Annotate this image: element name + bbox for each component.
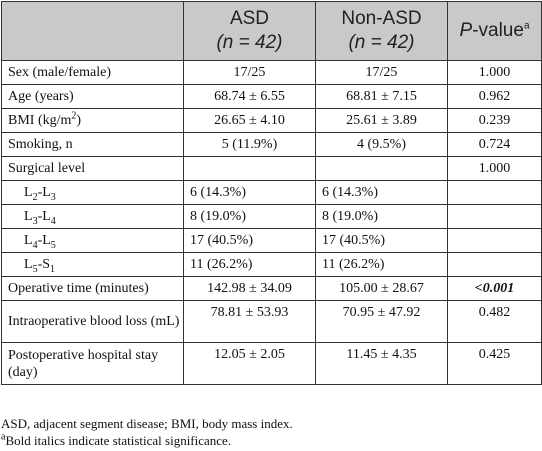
level-a: L	[24, 257, 33, 272]
asd-value: 26.65 ± 4.10	[183, 108, 316, 133]
table-row: Postoperative hospital stay (day) 12.05 …	[1, 342, 542, 385]
row-label: L5-S1	[1, 252, 184, 277]
non-asd-value: 70.95 ± 47.92	[315, 300, 448, 343]
non-asd-value: 17/25	[315, 60, 448, 85]
asd-value: 6 (14.3%)	[183, 180, 316, 205]
results-table: ASD (n = 42) Non-ASD (n = 42) P-valuea S…	[1, 1, 542, 385]
p-value	[447, 228, 542, 253]
table-row: L5-S1 11 (26.2%) 11 (26.2%)	[1, 252, 542, 277]
asd-value: 11 (26.2%)	[183, 252, 316, 277]
level-b-sub: 3	[50, 191, 56, 203]
non-asd-value: 68.81 ± 7.15	[315, 84, 448, 109]
asd-value: 8 (19.0%)	[183, 204, 316, 229]
header-non-asd: Non-ASD (n = 42)	[315, 1, 448, 61]
row-label: Sex (male/female)	[1, 60, 184, 85]
table-row: Surgical level 1.000	[1, 156, 542, 181]
row-label: Surgical level	[1, 156, 184, 181]
table-row: Age (years) 68.74 ± 6.55 68.81 ± 7.15 0.…	[1, 84, 542, 109]
header-asd: ASD (n = 42)	[183, 1, 316, 61]
footnote-text: Bold italics indicate statistical signif…	[5, 433, 232, 448]
header-p-sup: a	[523, 20, 530, 32]
p-value	[447, 180, 542, 205]
level-b-sub: 5	[50, 239, 56, 251]
p-value: 1.000	[447, 60, 542, 85]
row-label: Age (years)	[1, 84, 184, 109]
header-non-asd-n: (n = 42)	[348, 32, 415, 53]
p-value: 0.724	[447, 132, 542, 157]
asd-value: 142.98 ± 34.09	[183, 276, 316, 301]
footnote-abbreviations: ASD, adjacent segment disease; BMI, body…	[1, 416, 293, 431]
table-row: Intraoperative blood loss (mL) 78.81 ± 5…	[1, 300, 542, 343]
level-a: L	[24, 233, 33, 248]
p-value: 0.425	[447, 342, 542, 385]
level-a-sub: 2	[32, 191, 38, 203]
header-asd-label: ASD	[229, 8, 270, 29]
non-asd-value: 105.00 ± 28.67	[315, 276, 448, 301]
asd-value	[183, 156, 316, 181]
table-row: L4-L5 17 (40.5%) 17 (40.5%)	[1, 228, 542, 253]
non-asd-value: 17 (40.5%)	[315, 228, 448, 253]
level-b: S	[42, 257, 51, 272]
row-label-end: )	[76, 113, 82, 128]
table-row: L3-L4 8 (19.0%) 8 (19.0%)	[1, 204, 542, 229]
level-b: L	[42, 209, 51, 224]
header-blank-cell	[1, 1, 184, 61]
non-asd-value: 25.61 ± 3.89	[315, 108, 448, 133]
row-label: L2-L3	[1, 180, 184, 205]
non-asd-value	[315, 156, 448, 181]
table-footnotes: ASD, adjacent segment disease; BMI, body…	[1, 415, 293, 449]
p-value: 0.482	[447, 300, 542, 343]
non-asd-value: 8 (19.0%)	[315, 204, 448, 229]
header-p-rest: -value	[472, 20, 524, 41]
row-label-sup: 2	[71, 110, 77, 122]
asd-value: 78.81 ± 53.93	[183, 300, 316, 343]
row-label: Operative time (minutes)	[1, 276, 184, 301]
table-row: BMI (kg/m2) 26.65 ± 4.10 25.61 ± 3.89 0.…	[1, 108, 542, 133]
row-label: Smoking, n	[1, 132, 184, 157]
header-p-letter: P	[459, 20, 473, 41]
non-asd-value: 6 (14.3%)	[315, 180, 448, 205]
asd-value: 17 (40.5%)	[183, 228, 316, 253]
non-asd-value: 11.45 ± 4.35	[315, 342, 448, 385]
table-row: Operative time (minutes) 142.98 ± 34.09 …	[1, 276, 542, 301]
level-a: L	[24, 185, 33, 200]
row-label-main: BMI (kg/m	[8, 113, 72, 128]
header-asd-n: (n = 42)	[216, 32, 283, 53]
level-b-sub: 4	[50, 215, 56, 227]
level-a-sub: 4	[32, 239, 38, 251]
footnote-marker: a	[1, 431, 6, 443]
table-row: L2-L3 6 (14.3%) 6 (14.3%)	[1, 180, 542, 205]
table-row: Smoking, n 5 (11.9%) 4 (9.5%) 0.724	[1, 132, 542, 157]
p-value	[447, 252, 542, 277]
asd-value: 68.74 ± 6.55	[183, 84, 316, 109]
asd-value: 17/25	[183, 60, 316, 85]
row-label: BMI (kg/m2)	[1, 108, 184, 133]
asd-value: 12.05 ± 2.05	[183, 342, 316, 385]
row-label: Intraoperative blood loss (mL)	[1, 300, 184, 343]
p-value	[447, 204, 542, 229]
p-value: 0.239	[447, 108, 542, 133]
level-b-sub: 1	[50, 263, 56, 275]
row-label: Postoperative hospital stay (day)	[1, 342, 184, 385]
level-a-sub: 3	[32, 215, 38, 227]
non-asd-value: 4 (9.5%)	[315, 132, 448, 157]
header-non-asd-label: Non-ASD	[341, 8, 422, 29]
p-value: 1.000	[447, 156, 542, 181]
footnote-significance: aBold italics indicate statistical signi…	[1, 432, 293, 449]
level-a-sub: 5	[32, 263, 38, 275]
level-b: L	[42, 233, 51, 248]
level-a: L	[24, 209, 33, 224]
p-value-significant: <0.001	[447, 276, 542, 301]
asd-value: 5 (11.9%)	[183, 132, 316, 157]
row-label: L3-L4	[1, 204, 184, 229]
non-asd-value: 11 (26.2%)	[315, 252, 448, 277]
row-label: L4-L5	[1, 228, 184, 253]
p-value: 0.962	[447, 84, 542, 109]
table-row: Sex (male/female) 17/25 17/25 1.000	[1, 60, 542, 85]
level-b: L	[42, 185, 51, 200]
header-row: ASD (n = 42) Non-ASD (n = 42) P-valuea	[1, 1, 542, 61]
header-p-value: P-valuea	[447, 1, 542, 61]
